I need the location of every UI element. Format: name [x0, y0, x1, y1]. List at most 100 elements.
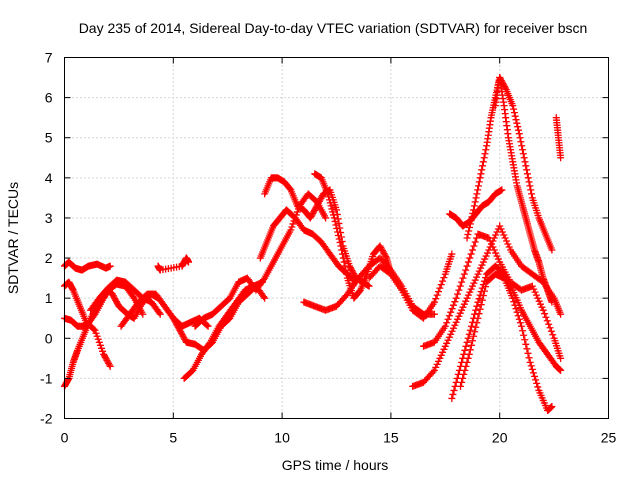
data-point — [204, 322, 212, 330]
data-point — [557, 310, 565, 318]
y-tick-label: 6 — [45, 90, 53, 106]
data-point — [452, 294, 460, 302]
data-point — [459, 374, 467, 382]
data-point — [459, 303, 467, 311]
data-point — [476, 305, 484, 313]
data-point — [432, 295, 440, 303]
data-point — [342, 292, 350, 300]
data-point — [105, 361, 113, 369]
data-point — [460, 370, 468, 378]
plot-frame — [64, 57, 609, 419]
data-point — [456, 309, 464, 317]
data-point — [501, 234, 509, 242]
data-point — [376, 242, 384, 250]
data-point — [524, 174, 532, 182]
data-point — [452, 318, 460, 326]
data-point — [342, 266, 350, 274]
data-point — [549, 331, 557, 339]
series-arc-v — [552, 114, 565, 162]
data-point — [478, 296, 486, 304]
data-point — [470, 202, 478, 210]
data-point — [139, 310, 147, 318]
data-point — [463, 294, 471, 302]
data-point — [543, 317, 551, 325]
data-point — [537, 300, 544, 308]
data-point — [172, 319, 180, 327]
data-point — [435, 357, 442, 365]
data-point — [332, 221, 340, 229]
data-point — [260, 293, 268, 301]
data-point — [90, 325, 98, 333]
data-point — [517, 322, 525, 330]
data-point — [317, 194, 325, 202]
data-point — [330, 214, 338, 222]
data-point — [185, 258, 193, 266]
data-point — [178, 331, 186, 339]
data-point — [472, 194, 480, 202]
data-point — [474, 186, 482, 194]
series-arc-s — [463, 74, 556, 306]
data-point — [308, 211, 316, 219]
data-point — [513, 308, 521, 316]
data-point — [430, 366, 438, 374]
series-arc-i — [191, 190, 330, 330]
data-point — [156, 310, 164, 318]
data-point — [530, 285, 538, 293]
data-point — [465, 330, 473, 338]
data-point — [330, 211, 338, 219]
data-point — [533, 379, 541, 387]
data-point — [337, 242, 345, 250]
data-point — [489, 243, 497, 251]
data-point — [557, 354, 565, 362]
data-point — [289, 220, 297, 228]
data-point — [541, 310, 549, 318]
data-point — [205, 340, 213, 348]
data-point — [356, 287, 364, 295]
data-point — [435, 288, 442, 296]
data-point — [261, 294, 269, 302]
data-point — [519, 146, 527, 154]
data-point — [106, 362, 114, 370]
data-point — [501, 83, 509, 91]
data-point — [286, 185, 294, 193]
data-point — [444, 336, 452, 344]
data-point — [449, 324, 457, 332]
data-point — [520, 154, 528, 162]
data-point — [378, 247, 386, 255]
data-point — [470, 332, 478, 340]
data-point — [447, 330, 455, 338]
data-point — [480, 287, 488, 295]
data-point — [111, 295, 119, 303]
data-point — [498, 228, 506, 236]
data-point — [479, 292, 487, 300]
data-point — [474, 270, 482, 278]
data-point — [92, 329, 100, 337]
data-point — [500, 231, 508, 239]
data-point — [486, 237, 494, 245]
data-point — [464, 230, 472, 238]
data-point — [96, 341, 104, 349]
data-point — [448, 327, 456, 335]
data-point — [492, 249, 500, 257]
data-point — [109, 292, 117, 300]
data-point — [433, 291, 441, 299]
data-point — [496, 222, 504, 230]
x-tick-label: 15 — [383, 430, 399, 446]
data-point — [176, 326, 184, 334]
data-point — [548, 298, 556, 306]
data-point — [464, 354, 472, 362]
data-point — [470, 242, 478, 250]
data-point — [493, 252, 501, 260]
y-tick-label: 3 — [45, 210, 53, 226]
data-point — [524, 349, 532, 357]
data-point — [174, 323, 182, 331]
data-point — [528, 282, 536, 290]
data-point — [462, 297, 470, 305]
data-point — [180, 334, 188, 342]
data-point — [525, 178, 533, 186]
data-point — [497, 77, 505, 85]
data-point — [104, 358, 112, 366]
data-point — [328, 205, 336, 213]
data-point — [518, 142, 526, 150]
data-point — [477, 301, 485, 309]
